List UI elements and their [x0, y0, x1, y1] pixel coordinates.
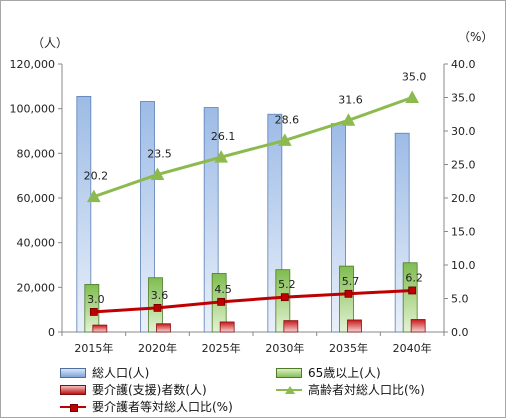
left-axis-unit: （人） — [32, 36, 69, 50]
legend-label-total: 総人口(人) — [92, 366, 150, 380]
left-tick-label: 60,000 — [17, 192, 56, 205]
legend-swatch-care-ratio — [60, 402, 86, 412]
right-tick-label: 30.0 — [451, 125, 476, 138]
left-tick-label: 120,000 — [10, 58, 56, 71]
marker-elderly-ratio — [214, 150, 229, 163]
bar-care-recipients — [410, 319, 426, 333]
data-label-care-ratio: 5.2 — [278, 278, 296, 291]
legend-swatch-elderly-ratio — [276, 385, 302, 395]
legend-swatch-elderly — [276, 367, 302, 378]
bar-care-recipients — [283, 320, 299, 333]
right-tick-label: 40.0 — [451, 58, 476, 71]
right-tick-label: 15.0 — [451, 226, 476, 239]
x-tick-label: 2015年 — [74, 341, 113, 355]
x-tick-label: 2030年 — [265, 341, 304, 355]
data-label-elderly-ratio: 20.2 — [84, 170, 109, 183]
right-tick-label: 0.0 — [451, 326, 469, 339]
left-tick-label: 80,000 — [17, 147, 56, 160]
right-tick-label: 10.0 — [451, 259, 476, 272]
bar-care-recipients — [156, 323, 171, 333]
x-tick-label: 2035年 — [329, 341, 368, 355]
data-label-care-ratio: 4.5 — [214, 283, 232, 296]
right-tick-label: 20.0 — [451, 192, 476, 205]
bar-elderly-population — [339, 265, 354, 333]
bar-care-recipients — [92, 324, 108, 333]
x-tick-label: 2040年 — [393, 341, 432, 355]
legend-swatch-total — [60, 367, 86, 378]
legend-label-elderly-ratio: 高齢者対総人口比(%) — [308, 383, 425, 397]
marker-care-ratio — [344, 289, 353, 298]
legend-item-total: 総人口(人) — [60, 364, 149, 381]
marker-care-ratio — [89, 307, 98, 316]
data-label-care-ratio: 6.2 — [405, 271, 423, 284]
marker-care-ratio — [280, 293, 289, 302]
line-elderly-ratio — [93, 96, 413, 199]
left-tick-label: 100,000 — [10, 103, 56, 116]
bar-care-recipients — [219, 321, 235, 333]
left-tick-label: 0 — [48, 326, 55, 339]
line-care-ratio — [93, 288, 413, 314]
legend-item-care-ratio: 要介護者等対総人口比(%) — [60, 398, 233, 415]
data-label-elderly-ratio: 28.6 — [275, 113, 300, 126]
data-label-elderly-ratio: 31.6 — [338, 93, 363, 106]
data-label-care-ratio: 5.7 — [342, 275, 360, 288]
data-label-care-ratio: 3.0 — [87, 293, 105, 306]
data-label-elderly-ratio: 26.1 — [211, 130, 236, 143]
legend-item-elderly: 65歳以上(人) — [276, 364, 381, 381]
bar-elderly-population — [402, 262, 418, 333]
legend-label-elderly: 65歳以上(人) — [308, 366, 381, 380]
bar-total-population — [76, 95, 92, 333]
right-tick-label: 5.0 — [451, 293, 469, 306]
data-label-care-ratio: 3.6 — [151, 289, 169, 302]
marker-care-ratio — [408, 286, 417, 295]
legend-swatch-care — [60, 384, 86, 395]
legend-item-elderly-ratio: 高齢者対総人口比(%) — [276, 381, 425, 398]
right-axis-unit: （%） — [458, 30, 494, 44]
legend-item-care: 要介護(支援)者数(人) — [60, 381, 207, 398]
marker-care-ratio — [153, 303, 162, 312]
marker-care-ratio — [217, 297, 226, 306]
legend-label-care-ratio: 要介護者等対総人口比(%) — [92, 400, 233, 414]
marker-elderly-ratio — [150, 167, 165, 181]
data-label-elderly-ratio: 35.0 — [402, 71, 427, 84]
marker-elderly-ratio — [341, 113, 356, 126]
right-tick-label: 25.0 — [451, 159, 476, 172]
right-tick-label: 35.0 — [451, 92, 476, 105]
left-tick-label: 20,000 — [17, 281, 56, 294]
bar-care-recipients — [347, 319, 362, 333]
x-tick-label: 2025年 — [202, 341, 241, 355]
marker-elderly-ratio — [405, 90, 420, 103]
legend-label-care: 要介護(支援)者数(人) — [92, 383, 207, 397]
marker-elderly-ratio — [86, 189, 101, 203]
left-tick-label: 40,000 — [17, 237, 56, 250]
x-tick-label: 2020年 — [138, 341, 177, 355]
bar-total-population — [140, 101, 155, 333]
data-label-elderly-ratio: 23.5 — [147, 148, 172, 161]
marker-elderly-ratio — [277, 133, 292, 146]
